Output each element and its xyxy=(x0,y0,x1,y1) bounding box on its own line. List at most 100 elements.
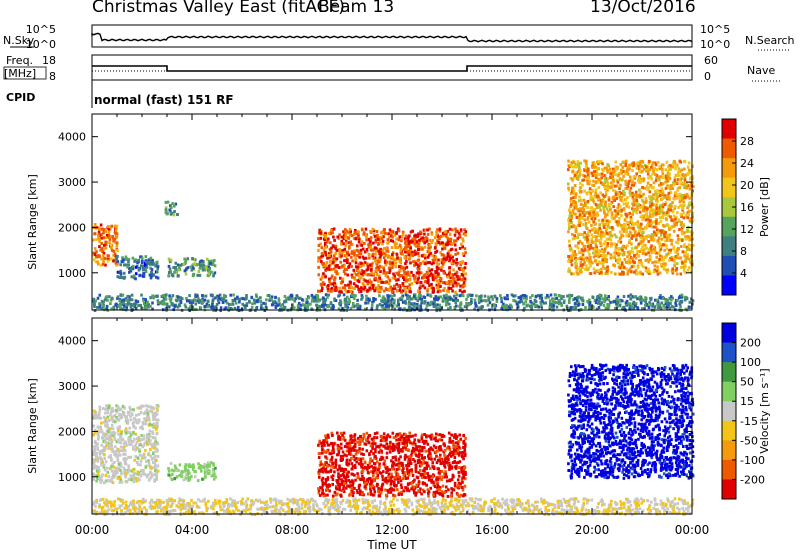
data-cell xyxy=(615,304,619,308)
data-cell xyxy=(167,274,171,278)
data-cell xyxy=(632,301,636,305)
data-cell xyxy=(521,294,525,297)
data-cell xyxy=(608,226,611,230)
data-cell xyxy=(490,295,493,299)
data-cell xyxy=(647,240,650,243)
data-cell xyxy=(417,272,421,276)
data-cell xyxy=(209,261,212,265)
data-cell xyxy=(334,259,337,263)
data-cell xyxy=(662,258,665,262)
data-cell xyxy=(227,306,230,310)
data-cell xyxy=(408,278,411,282)
data-cell xyxy=(549,293,553,297)
data-cell xyxy=(289,297,293,301)
data-cell xyxy=(662,163,665,167)
data-cell xyxy=(145,410,148,414)
data-cell xyxy=(585,236,589,240)
data-cell xyxy=(653,225,656,229)
data-cell xyxy=(613,264,617,268)
data-cell xyxy=(274,295,277,299)
data-cell xyxy=(666,184,669,188)
data-cell xyxy=(197,297,200,301)
data-cell xyxy=(586,217,589,221)
data-cell xyxy=(174,298,178,302)
data-cell xyxy=(145,404,148,408)
data-cell xyxy=(567,208,571,212)
date-label: 13/Oct/2016 xyxy=(590,0,696,17)
data-cell xyxy=(95,250,98,254)
data-cell xyxy=(679,272,683,276)
data-cell xyxy=(571,169,575,173)
data-cell xyxy=(413,242,416,246)
data-cell xyxy=(448,255,451,259)
data-cell xyxy=(654,179,658,183)
data-cell xyxy=(593,227,596,231)
data-cell xyxy=(357,274,360,278)
data-cell xyxy=(389,264,392,268)
data-cell xyxy=(252,298,256,302)
data-cell xyxy=(207,299,210,303)
data-cell xyxy=(401,230,405,234)
data-cell xyxy=(414,297,418,301)
data-cell xyxy=(637,260,641,264)
data-cell xyxy=(145,262,148,266)
data-cell xyxy=(98,430,101,434)
data-cell xyxy=(427,278,430,282)
data-cell xyxy=(356,235,360,239)
data-cell xyxy=(189,304,193,308)
data-cell xyxy=(423,245,427,249)
data-cell xyxy=(475,294,478,298)
data-cell xyxy=(660,255,664,259)
data-cell xyxy=(116,469,119,473)
data-cell xyxy=(678,237,681,241)
data-cell xyxy=(171,294,175,298)
data-cell xyxy=(573,302,577,306)
data-cell xyxy=(625,214,628,218)
data-cell xyxy=(330,276,333,280)
data-cell xyxy=(196,294,199,298)
data-cell xyxy=(387,304,391,308)
data-cell xyxy=(115,440,119,444)
data-cell xyxy=(664,168,668,172)
data-cell xyxy=(464,233,467,237)
data-cell xyxy=(358,277,361,281)
data-cell xyxy=(669,191,673,195)
data-cell xyxy=(407,296,410,300)
data-cell xyxy=(130,443,133,446)
data-cell xyxy=(644,200,648,204)
data-cell xyxy=(666,301,669,305)
data-cell xyxy=(662,296,665,300)
data-cell xyxy=(477,301,481,305)
data-cell xyxy=(570,306,573,309)
data-cell xyxy=(338,250,341,254)
data-cell xyxy=(619,198,622,202)
data-cell xyxy=(403,286,407,290)
data-cell xyxy=(624,162,628,166)
data-cell xyxy=(401,289,405,293)
data-cell xyxy=(649,235,652,239)
data-cell xyxy=(634,302,638,306)
data-cell xyxy=(92,238,95,242)
data-cell xyxy=(229,307,232,310)
data-cell xyxy=(627,205,631,209)
data-cell xyxy=(160,301,163,305)
data-cell xyxy=(371,283,375,287)
data-cell xyxy=(575,174,579,178)
data-cell xyxy=(663,203,667,207)
data-cell xyxy=(250,295,253,299)
data-cell xyxy=(619,272,622,276)
data-cell xyxy=(646,215,649,219)
data-cell xyxy=(632,197,636,201)
data-cell xyxy=(164,206,168,210)
data-cell xyxy=(418,262,422,266)
data-cell xyxy=(631,257,634,261)
data-cell xyxy=(581,303,585,306)
data-cell xyxy=(375,272,379,276)
data-cell xyxy=(574,201,577,204)
data-cell xyxy=(376,259,380,263)
data-cell xyxy=(585,159,588,163)
data-cell xyxy=(591,228,594,232)
data-cell xyxy=(649,210,652,214)
data-cell xyxy=(448,258,452,261)
data-cell xyxy=(203,268,207,272)
